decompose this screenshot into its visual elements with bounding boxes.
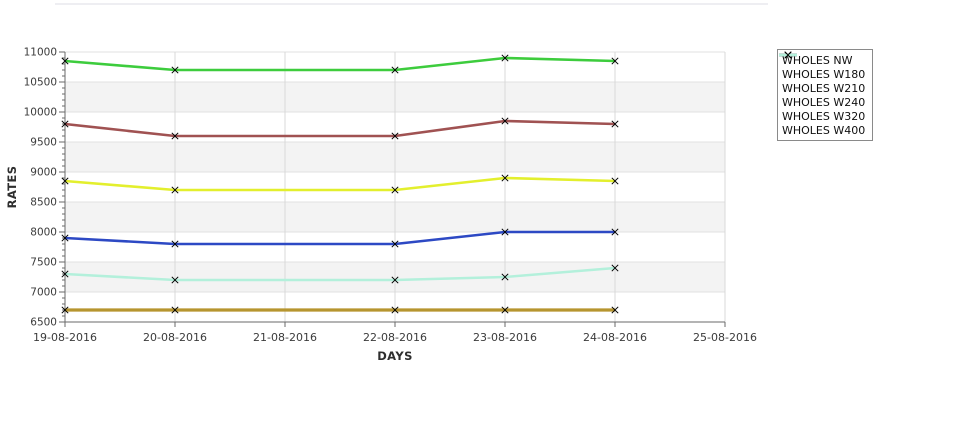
- data-point-x-marker: [611, 228, 619, 236]
- data-point-x-marker: [501, 273, 509, 281]
- y-tick-label: 9500: [30, 137, 57, 149]
- data-point-x-marker: [501, 306, 509, 314]
- legend-label: WHOLES W320: [782, 109, 866, 123]
- y-tick-label: 10500: [24, 77, 57, 89]
- y-axis-title: RATES: [5, 166, 19, 209]
- data-point-x-marker: [61, 234, 69, 242]
- data-point-x-marker: [611, 120, 619, 128]
- data-point-x-marker: [391, 132, 399, 140]
- legend-item-wholes-w320: WHOLES W320: [779, 51, 866, 123]
- data-point-x-marker: [501, 228, 509, 236]
- data-point-x-marker: [171, 276, 179, 284]
- y-tick-label: 8000: [30, 227, 57, 239]
- legend-item-wholes-w180: WHOLES W180: [779, 51, 866, 81]
- legend-item-wholes-w210: WHOLES W210: [779, 51, 866, 95]
- data-point-x-marker: [171, 66, 179, 74]
- x-tick-label: 25-08-2016: [693, 331, 757, 344]
- x-tick-label: 20-08-2016: [143, 331, 207, 344]
- data-point-x-marker: [171, 186, 179, 194]
- x-axis-title: DAYS: [377, 349, 413, 363]
- data-point-x-marker: [391, 276, 399, 284]
- legend-line-x-marker-icon: [779, 51, 797, 59]
- data-point-x-marker: [61, 120, 69, 128]
- data-point-x-marker: [61, 306, 69, 314]
- data-point-x-marker: [171, 306, 179, 314]
- data-point-x-marker: [171, 240, 179, 248]
- legend-label: WHOLES W210: [782, 81, 866, 95]
- data-point-x-marker: [391, 186, 399, 194]
- data-point-x-marker: [611, 57, 619, 65]
- data-point-x-marker: [501, 117, 509, 125]
- y-tick-label: 11000: [24, 47, 57, 59]
- chart-legend: WHOLES NW WHOLES W180 WHOLES W210 WHOLES W2…: [777, 49, 874, 141]
- chart-plot-area: 6500 7000 7500 8000 8500 9000 9500 10000 10500 11…: [24, 3, 768, 344]
- y-tick-label: 10000: [24, 107, 57, 119]
- data-point-x-marker: [61, 57, 69, 65]
- y-tick-label: 6500: [30, 317, 57, 329]
- y-tick-label: 8500: [30, 197, 57, 209]
- data-point-x-marker: [391, 240, 399, 248]
- data-point-x-marker: [391, 306, 399, 314]
- x-tick-label: 23-08-2016: [473, 331, 537, 344]
- data-point-x-marker: [391, 66, 399, 74]
- x-tick-label: 19-08-2016: [33, 331, 97, 344]
- legend-item-wholes-w240: WHOLES W240: [779, 51, 866, 109]
- legend-label: WHOLES W180: [782, 67, 866, 81]
- y-tick-label: 7000: [30, 287, 57, 299]
- x-tick-label: 22-08-2016: [363, 331, 427, 344]
- data-point-x-marker: [171, 132, 179, 140]
- data-point-x-marker: [611, 264, 619, 272]
- x-tick-label: 24-08-2016: [583, 331, 647, 344]
- y-tick-label: 9000: [30, 167, 57, 179]
- legend-label: WHOLES W400: [782, 123, 866, 137]
- data-point-x-marker: [61, 177, 69, 185]
- data-point-x-marker: [61, 270, 69, 278]
- legend-label: WHOLES NW: [782, 53, 853, 67]
- legend-label: WHOLES W240: [782, 95, 866, 109]
- legend-item-wholes-w400: WHOLES W400: [779, 51, 866, 137]
- data-point-x-marker: [501, 54, 509, 62]
- x-tick-label: 21-08-2016: [253, 331, 317, 344]
- data-point-x-marker: [501, 174, 509, 182]
- data-point-x-marker: [611, 177, 619, 185]
- data-point-x-marker: [611, 306, 619, 314]
- y-tick-label: 7500: [30, 257, 57, 269]
